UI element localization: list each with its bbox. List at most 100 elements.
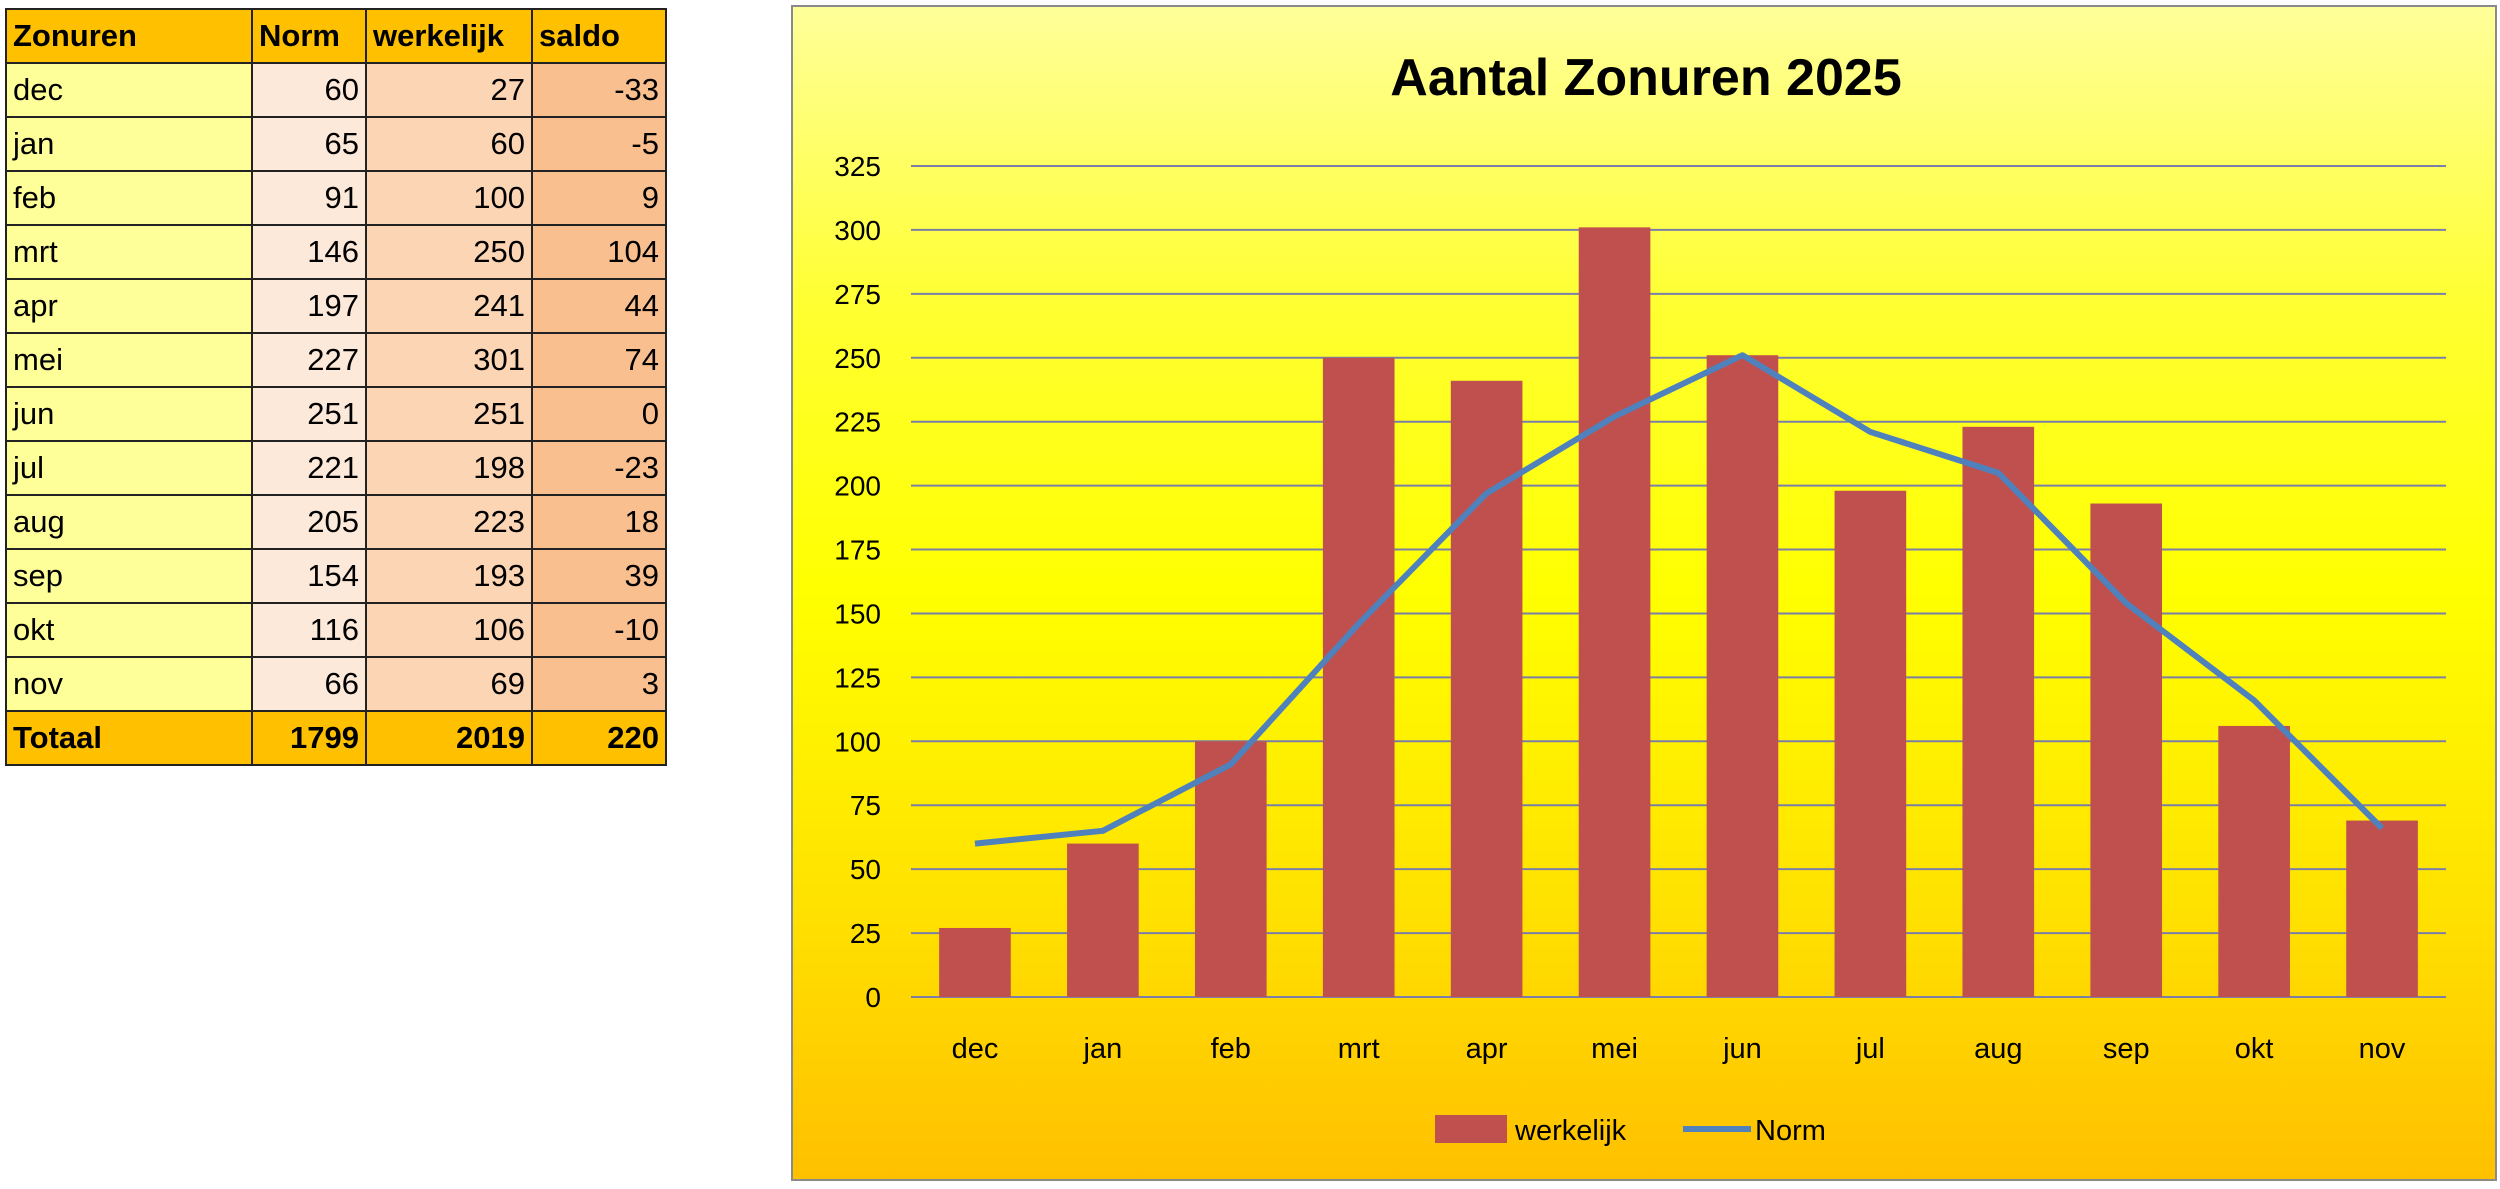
chart-area: Aantal Zonuren 2025 0 25 50 75 100 125 150 175 20… <box>791 5 2497 1181</box>
table-cell[interactable]: 227 <box>251 332 367 388</box>
y-tick-label: 200 <box>834 471 881 502</box>
bar-sep <box>2090 503 2163 997</box>
table-cell[interactable]: -33 <box>531 62 667 118</box>
table-cell[interactable]: werkelijk <box>365 8 533 64</box>
table-cell[interactable]: 220 <box>531 710 667 766</box>
x-tick-label: dec <box>952 1033 999 1065</box>
table-cell[interactable]: 241 <box>365 278 533 334</box>
table-row: sep 154 193 39 <box>5 548 667 604</box>
table-cell[interactable]: Totaal <box>5 710 253 766</box>
bar-okt <box>2218 725 2290 997</box>
x-tick-label: mei <box>1591 1033 1638 1065</box>
table-cell[interactable]: 250 <box>365 224 533 280</box>
table-cell[interactable]: 197 <box>251 278 367 334</box>
table-cell[interactable]: 205 <box>251 494 367 550</box>
table-row: aug 205 223 18 <box>5 494 667 550</box>
legend-swatch-werkelijk <box>1435 1115 1507 1143</box>
table-cell[interactable]: dec <box>5 62 253 118</box>
table-cell[interactable]: jun <box>5 386 253 442</box>
table-cell[interactable]: -23 <box>531 440 667 496</box>
legend-label-norm: Norm <box>1755 1115 1826 1147</box>
x-tick-label: nov <box>2359 1033 2406 1065</box>
table-cell[interactable]: 0 <box>531 386 667 442</box>
table-cell[interactable]: Zonuren <box>5 8 253 64</box>
table-cell[interactable]: 198 <box>365 440 533 496</box>
table-cell[interactable]: feb <box>5 170 253 226</box>
table-cell[interactable]: 27 <box>365 62 533 118</box>
table-cell[interactable]: nov <box>5 656 253 712</box>
y-tick-label: 275 <box>834 279 881 310</box>
table-cell[interactable]: 9 <box>531 170 667 226</box>
y-tick-label: 250 <box>834 343 881 374</box>
bar-jan <box>1067 843 1139 997</box>
y-tick-label: 75 <box>850 790 881 821</box>
x-tick-label: sep <box>2103 1033 2150 1065</box>
table-row: dec 60 27 -33 <box>5 62 667 118</box>
table-cell[interactable]: 60 <box>251 62 367 118</box>
table-cell[interactable]: 104 <box>531 224 667 280</box>
y-tick-label: 150 <box>834 598 881 629</box>
y-tick-label: 25 <box>850 918 881 949</box>
table-cell[interactable]: jan <box>5 116 253 172</box>
table-header-row: Zonuren Norm werkelijk saldo <box>5 8 667 64</box>
table-row: mei 227 301 74 <box>5 332 667 388</box>
table-cell[interactable]: -5 <box>531 116 667 172</box>
table-cell[interactable]: apr <box>5 278 253 334</box>
bar-nov <box>2346 820 2418 997</box>
table-cell[interactable]: Norm <box>251 8 367 64</box>
y-tick-label: 175 <box>834 535 881 566</box>
table-row: nov 66 69 3 <box>5 656 667 712</box>
table-cell[interactable]: 221 <box>251 440 367 496</box>
bar-mrt <box>1322 357 1395 997</box>
table-cell[interactable]: 154 <box>251 548 367 604</box>
y-tick-label: 125 <box>834 662 881 693</box>
x-tick-label: aug <box>1974 1033 2022 1065</box>
table-cell[interactable]: -10 <box>531 602 667 658</box>
x-tick-label: jun <box>1722 1033 1762 1065</box>
table-cell[interactable]: 146 <box>251 224 367 280</box>
table-cell[interactable]: okt <box>5 602 253 658</box>
table-cell[interactable]: mrt <box>5 224 253 280</box>
table-row: mrt 146 250 104 <box>5 224 667 280</box>
table-row: feb 91 100 9 <box>5 170 667 226</box>
table-cell[interactable]: saldo <box>531 8 667 64</box>
table-cell[interactable]: jul <box>5 440 253 496</box>
y-tick-label: 100 <box>834 726 881 757</box>
chart-title: Aantal Zonuren 2025 <box>1390 49 1901 107</box>
x-tick-label: feb <box>1211 1033 1251 1065</box>
table-cell[interactable]: 44 <box>531 278 667 334</box>
chart-svg: Aantal Zonuren 2025 0 25 50 75 100 125 150 175 20… <box>834 49 2446 1147</box>
table-cell[interactable]: 1799 <box>251 710 367 766</box>
table-cell[interactable]: 251 <box>251 386 367 442</box>
bar-mei <box>1578 227 1651 997</box>
table-cell[interactable]: 66 <box>251 656 367 712</box>
table-cell[interactable]: aug <box>5 494 253 550</box>
table-cell[interactable]: 106 <box>365 602 533 658</box>
y-tick-label: 325 <box>834 151 881 182</box>
table-cell[interactable]: 193 <box>365 548 533 604</box>
table-cell[interactable]: 251 <box>365 386 533 442</box>
y-tick-label: 0 <box>865 982 881 1013</box>
table-cell[interactable]: 39 <box>531 548 667 604</box>
x-tick-label: jul <box>1855 1033 1885 1065</box>
table-cell[interactable]: mei <box>5 332 253 388</box>
table-cell[interactable]: 18 <box>531 494 667 550</box>
bar-jul <box>1834 490 1907 997</box>
table-cell[interactable]: 2019 <box>365 710 533 766</box>
table-cell[interactable]: 223 <box>365 494 533 550</box>
table-cell[interactable]: sep <box>5 548 253 604</box>
table-cell[interactable]: 3 <box>531 656 667 712</box>
bar-dec <box>939 927 1011 997</box>
table-cell[interactable]: 60 <box>365 116 533 172</box>
bar-jun <box>1706 355 1779 998</box>
table-cell[interactable]: 65 <box>251 116 367 172</box>
table-cell[interactable]: 116 <box>251 602 367 658</box>
table-row: okt 116 106 -10 <box>5 602 667 658</box>
table-row: jun 251 251 0 <box>5 386 667 442</box>
table-cell[interactable]: 74 <box>531 332 667 388</box>
norm-line <box>974 352 2385 847</box>
table-cell[interactable]: 69 <box>365 656 533 712</box>
table-cell[interactable]: 301 <box>365 332 533 388</box>
table-cell[interactable]: 100 <box>365 170 533 226</box>
table-cell[interactable]: 91 <box>251 170 367 226</box>
